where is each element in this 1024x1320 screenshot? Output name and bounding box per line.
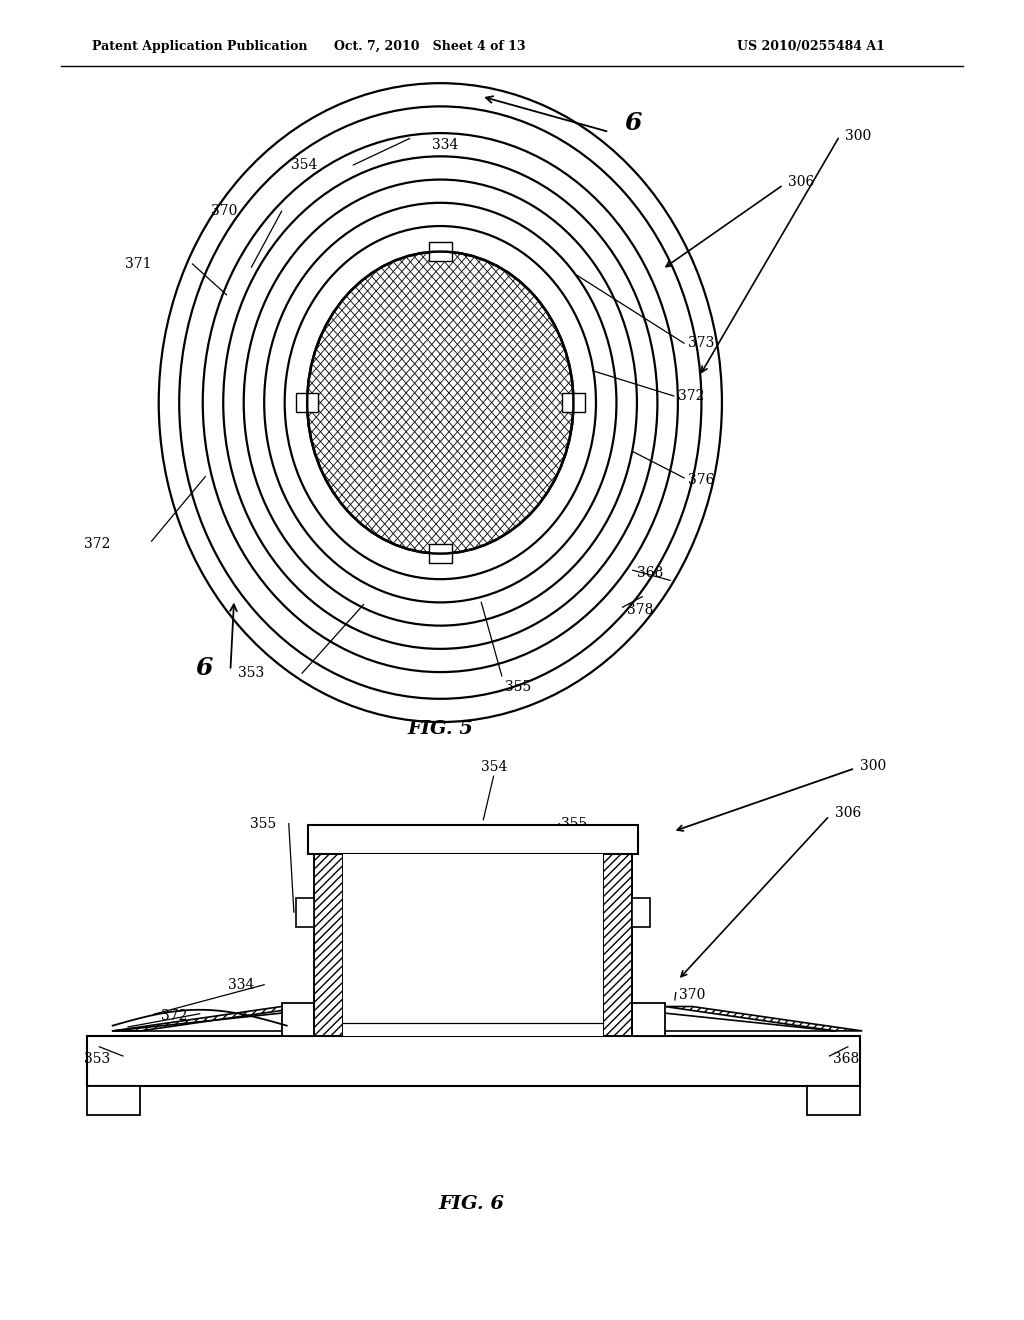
Text: Patent Application Publication: Patent Application Publication bbox=[92, 40, 307, 53]
Text: 6: 6 bbox=[625, 111, 642, 135]
Text: 368: 368 bbox=[833, 1052, 859, 1065]
Text: 355: 355 bbox=[505, 680, 531, 694]
Text: 353: 353 bbox=[84, 1052, 111, 1065]
Text: FIG. 5: FIG. 5 bbox=[408, 719, 473, 738]
Text: FIG. 6: FIG. 6 bbox=[438, 1195, 504, 1213]
Text: 372: 372 bbox=[678, 389, 705, 403]
Text: 354: 354 bbox=[481, 759, 508, 774]
Bar bbox=[807, 1086, 860, 1115]
Text: 334: 334 bbox=[227, 978, 254, 991]
Text: 355: 355 bbox=[561, 817, 588, 830]
Text: 370: 370 bbox=[679, 989, 706, 1002]
Text: 353: 353 bbox=[238, 667, 264, 680]
Bar bbox=[562, 393, 585, 412]
Text: Oct. 7, 2010   Sheet 4 of 13: Oct. 7, 2010 Sheet 4 of 13 bbox=[334, 40, 526, 53]
Text: 306: 306 bbox=[835, 807, 861, 820]
Text: 300: 300 bbox=[860, 759, 887, 772]
Bar bbox=[87, 1086, 140, 1115]
Bar bbox=[632, 1003, 665, 1036]
Text: 300: 300 bbox=[845, 129, 871, 143]
Text: 376: 376 bbox=[688, 474, 715, 487]
Text: 373: 373 bbox=[688, 337, 715, 350]
Bar bbox=[308, 825, 638, 854]
Bar bbox=[429, 544, 452, 562]
Text: 378: 378 bbox=[627, 603, 653, 616]
Bar bbox=[429, 243, 452, 261]
Text: 372: 372 bbox=[84, 537, 111, 550]
Polygon shape bbox=[665, 1006, 862, 1031]
Bar bbox=[282, 1003, 314, 1036]
Bar bbox=[296, 898, 314, 927]
Text: 370: 370 bbox=[211, 205, 238, 218]
Text: 371: 371 bbox=[125, 257, 152, 271]
Polygon shape bbox=[113, 1006, 309, 1031]
Text: US 2010/0255484 A1: US 2010/0255484 A1 bbox=[737, 40, 885, 53]
Text: 355: 355 bbox=[250, 817, 276, 830]
Bar bbox=[296, 393, 318, 412]
Bar bbox=[343, 854, 603, 1036]
Bar bbox=[632, 898, 650, 927]
Bar bbox=[603, 854, 632, 1036]
Text: 6: 6 bbox=[196, 656, 213, 680]
Bar bbox=[314, 854, 343, 1036]
Bar bbox=[87, 1036, 860, 1086]
Text: 306: 306 bbox=[788, 176, 815, 189]
Text: 334: 334 bbox=[432, 137, 459, 152]
Text: 368: 368 bbox=[637, 566, 664, 579]
Text: 372: 372 bbox=[161, 1010, 187, 1023]
Text: 354: 354 bbox=[291, 158, 317, 172]
Ellipse shape bbox=[307, 252, 573, 553]
